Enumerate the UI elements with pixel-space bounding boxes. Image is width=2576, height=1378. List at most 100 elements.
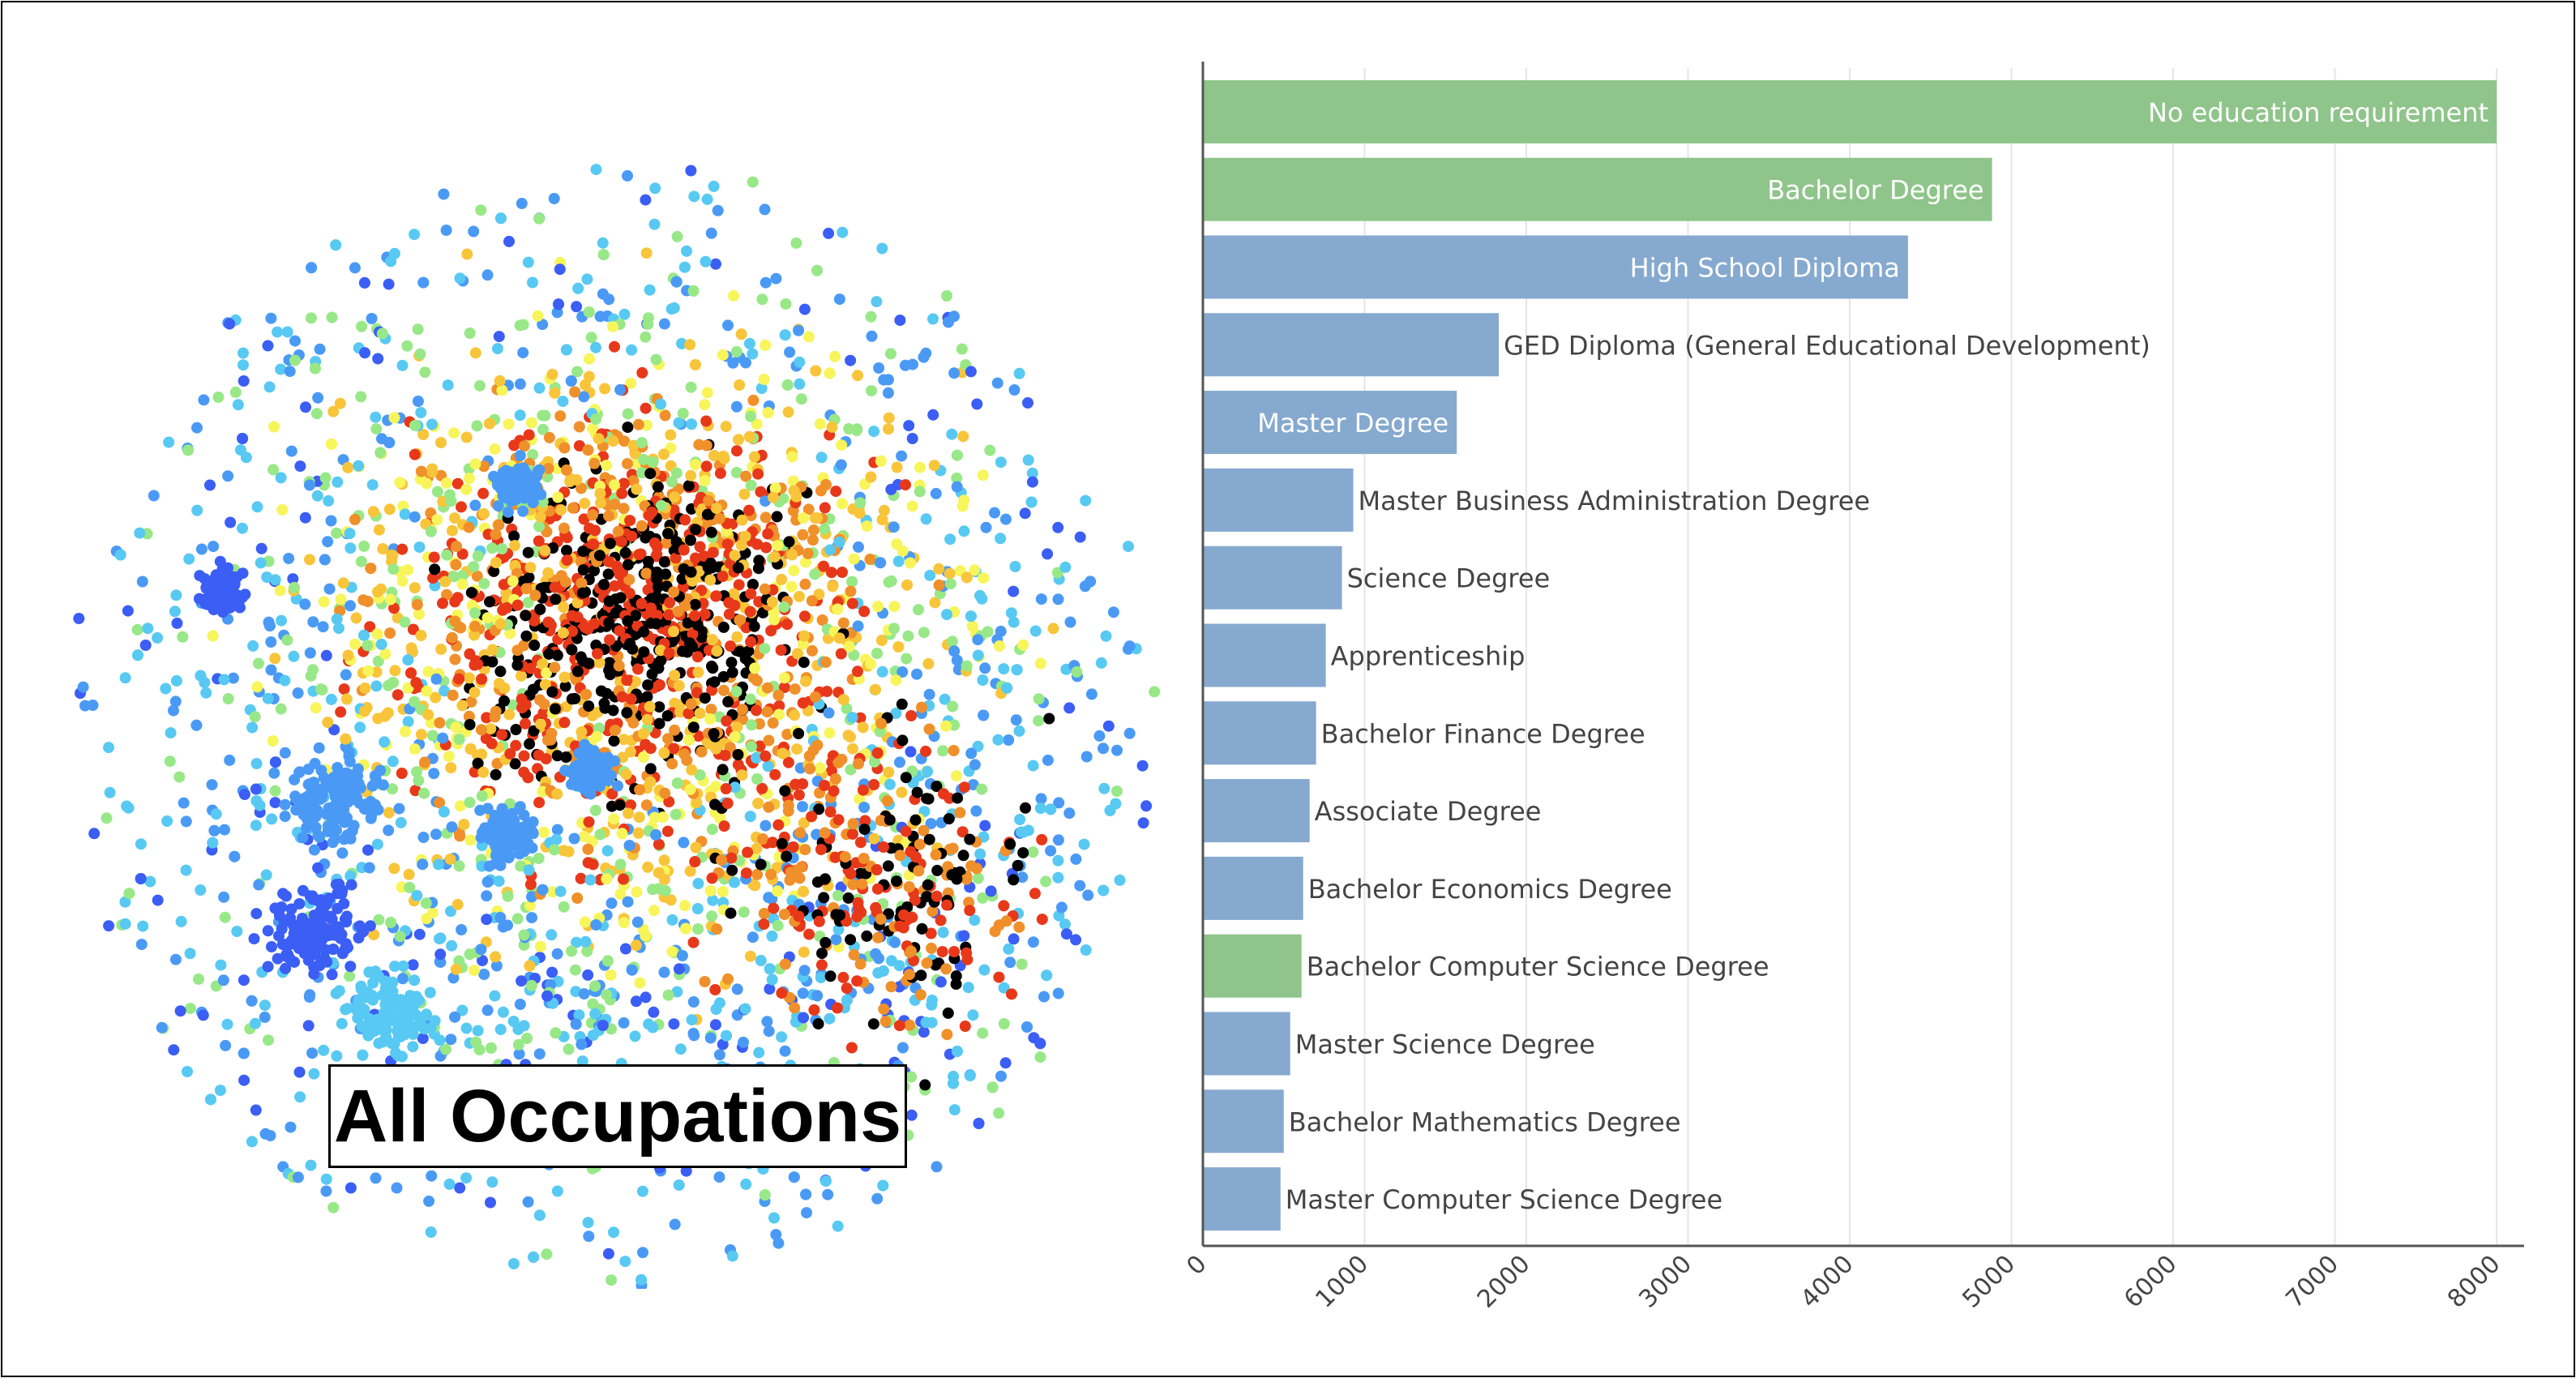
scatter-point xyxy=(729,550,741,562)
scatter-point xyxy=(824,970,837,982)
scatter-point xyxy=(451,898,464,910)
scatter-point xyxy=(651,610,663,622)
scatter-point xyxy=(336,847,349,859)
bar[interactable] xyxy=(1203,1167,1281,1231)
bar[interactable] xyxy=(1203,701,1316,765)
scatter-point xyxy=(472,757,484,769)
scatter-point xyxy=(668,742,680,755)
scatter-point xyxy=(688,190,700,203)
scatter-point xyxy=(464,743,477,755)
scatter-point xyxy=(469,687,481,699)
scatter-point xyxy=(519,440,530,452)
scatter-point xyxy=(655,398,666,410)
scatter-point xyxy=(855,906,867,918)
scatter-point xyxy=(816,948,828,960)
bar[interactable] xyxy=(1203,1012,1290,1076)
scatter-point xyxy=(522,772,534,784)
scatter-point xyxy=(845,354,857,366)
scatter-point xyxy=(323,494,335,507)
scatter-point xyxy=(584,522,595,534)
scatter-point xyxy=(852,370,864,382)
bar[interactable] xyxy=(1203,1089,1284,1153)
scatter-point xyxy=(456,924,468,935)
scatter-point xyxy=(453,860,465,872)
scatter-point xyxy=(896,450,908,462)
bar[interactable] xyxy=(1203,235,1908,299)
scatter-point xyxy=(622,408,634,420)
scatter-point xyxy=(1080,751,1093,763)
scatter-point xyxy=(426,463,439,475)
scatter-point xyxy=(601,845,614,857)
scatter-point xyxy=(259,999,271,1012)
scatter-point xyxy=(841,982,853,995)
scatter-point xyxy=(674,1043,687,1055)
scatter-point xyxy=(516,198,528,209)
scatter-point xyxy=(603,617,615,629)
bar[interactable] xyxy=(1203,391,1457,455)
scatter-point xyxy=(373,914,385,926)
scatter-point xyxy=(323,583,336,595)
scatter-point xyxy=(858,824,871,836)
scatter-point xyxy=(836,439,848,451)
scatter-point xyxy=(439,685,451,697)
scatter-point xyxy=(354,721,366,734)
scatter-point xyxy=(319,554,331,566)
scatter-point xyxy=(522,597,534,609)
scatter-point xyxy=(946,636,958,648)
bar[interactable] xyxy=(1203,313,1500,377)
bar[interactable] xyxy=(1203,79,2497,143)
bar-label: Master Business Administration Degree xyxy=(1359,486,1871,516)
scatter-point xyxy=(439,576,451,588)
scatter-point xyxy=(504,627,516,640)
scatter-point xyxy=(430,828,442,841)
scatter-point xyxy=(749,662,761,674)
scatter-point xyxy=(593,550,605,562)
scatter-point xyxy=(948,745,960,756)
scatter-point xyxy=(559,576,571,588)
scatter-point xyxy=(914,838,926,850)
bar[interactable] xyxy=(1203,468,1354,532)
scatter-point xyxy=(876,242,888,255)
bar[interactable] xyxy=(1203,856,1303,920)
scatter-point xyxy=(580,688,593,700)
scatter-point xyxy=(606,788,618,800)
scatter-point xyxy=(673,963,685,975)
scatter-point xyxy=(300,401,311,413)
scatter-point xyxy=(992,734,1004,746)
scatter-point xyxy=(608,1226,619,1239)
scatter-point xyxy=(931,781,943,793)
scatter-point xyxy=(279,747,291,759)
scatter-point xyxy=(299,598,311,610)
scatter-point xyxy=(757,833,768,845)
bar[interactable] xyxy=(1203,157,1992,221)
scatter-point xyxy=(520,583,533,595)
bar[interactable] xyxy=(1203,934,1302,998)
scatter-point xyxy=(905,1071,918,1083)
scatter-point xyxy=(980,521,992,533)
scatter-point xyxy=(640,419,653,431)
scatter-point xyxy=(755,486,767,498)
bar[interactable] xyxy=(1203,779,1310,843)
scatter-point xyxy=(134,527,146,539)
scatter-point xyxy=(1060,928,1072,940)
scatter-point xyxy=(788,1171,800,1183)
scatter-point xyxy=(918,824,930,837)
scatter-point xyxy=(392,689,404,701)
scatter-point xyxy=(776,987,788,999)
scatter-point xyxy=(400,725,411,738)
scatter-point xyxy=(916,701,927,713)
bar[interactable] xyxy=(1203,546,1342,610)
scatter-point xyxy=(528,1251,540,1263)
scatter-point xyxy=(649,182,661,195)
scatter-point xyxy=(751,842,763,854)
scatter-point xyxy=(283,553,295,564)
scatter-point xyxy=(540,753,552,765)
scatter-point xyxy=(903,881,915,893)
scatter-point xyxy=(261,571,273,583)
scatter-point xyxy=(571,474,583,486)
bar[interactable] xyxy=(1203,623,1326,687)
scatter-point xyxy=(448,427,460,439)
scatter-point xyxy=(481,612,494,624)
scatter-point xyxy=(148,490,160,502)
scatter-point xyxy=(795,393,807,405)
